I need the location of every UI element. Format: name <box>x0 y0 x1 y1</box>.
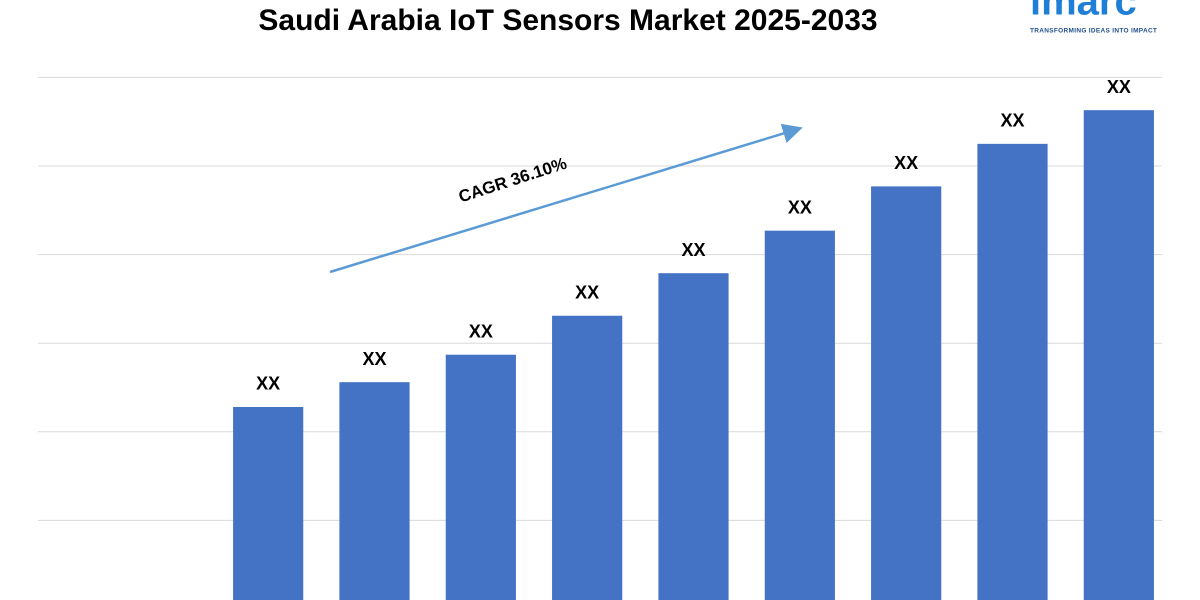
logo: imarc <box>1030 0 1137 24</box>
value-label: XX <box>1107 77 1131 97</box>
value-label: XX <box>575 282 599 302</box>
bar <box>977 143 1048 600</box>
bar <box>1083 110 1154 600</box>
logo-tagline: TRANSFORMING IDEAS INTO IMPACT <box>1030 28 1157 35</box>
value-label: XX <box>788 197 812 217</box>
value-label: XX <box>1000 111 1024 131</box>
value-label: XX <box>256 374 280 394</box>
value-label: XX <box>894 153 918 173</box>
bar <box>233 406 304 600</box>
value-label: XX <box>469 321 493 341</box>
cagr-annotation: CAGR 36.10% <box>456 154 569 207</box>
value-label: XX <box>362 349 386 369</box>
bar <box>552 315 623 600</box>
bar <box>871 186 942 600</box>
bar <box>339 382 410 600</box>
bar <box>764 230 835 600</box>
chart-title: Saudi Arabia IoT Sensors Market 2025-203… <box>258 4 877 37</box>
trend-arrow <box>329 123 803 274</box>
bar <box>658 273 729 600</box>
bar <box>445 354 516 600</box>
value-label: XX <box>681 240 705 260</box>
